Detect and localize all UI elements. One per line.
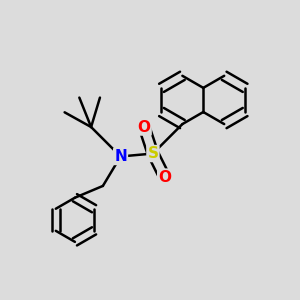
Text: O: O <box>158 169 171 184</box>
Text: O: O <box>138 119 151 134</box>
Text: N: N <box>114 149 127 164</box>
Text: S: S <box>147 146 158 161</box>
